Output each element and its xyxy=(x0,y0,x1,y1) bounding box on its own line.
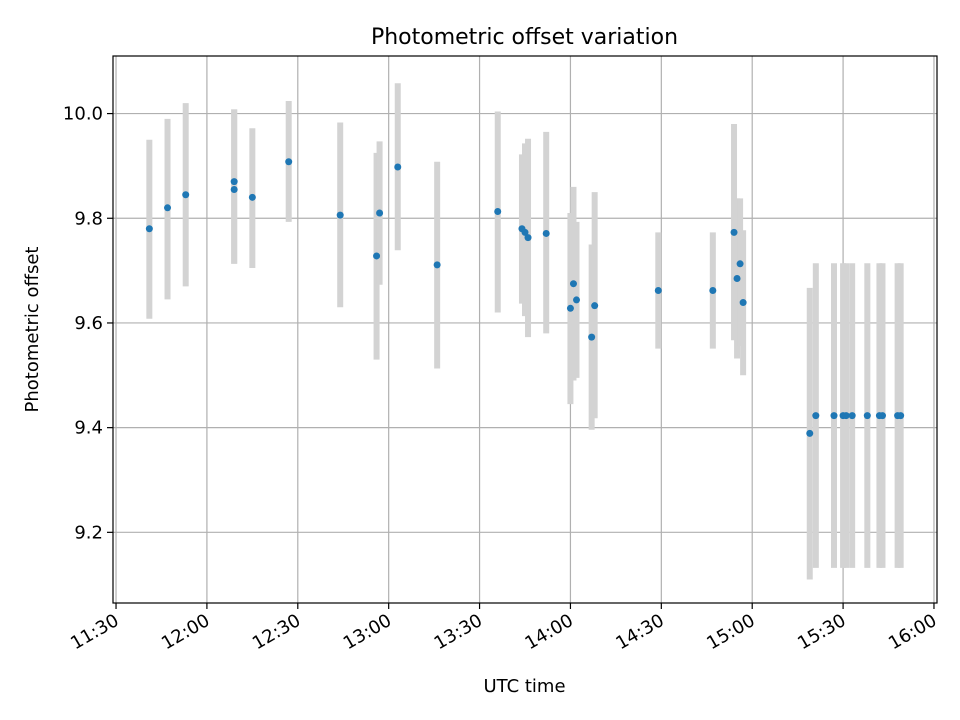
data-point xyxy=(842,412,850,420)
y-tick-label: 9.4 xyxy=(74,418,103,439)
x-axis-ticks: 11:30 12:00 12:30 13:00 13:30 14:00 14:30 15:00… xyxy=(67,603,940,654)
data-point xyxy=(394,163,402,171)
data-point xyxy=(376,209,384,217)
data-point xyxy=(588,333,596,341)
data-point xyxy=(373,252,381,260)
y-tick-label: 10.0 xyxy=(63,104,103,125)
data-point xyxy=(591,302,599,310)
data-point xyxy=(566,304,574,312)
data-point xyxy=(863,412,871,420)
x-tick-label: 14:30 xyxy=(612,610,667,654)
data-point xyxy=(654,287,662,295)
data-point xyxy=(433,261,441,269)
data-point xyxy=(848,412,856,420)
data-point xyxy=(285,158,293,166)
x-tick-label: 11:30 xyxy=(67,610,122,654)
y-axis-ticks: 9.2 9.4 9.6 9.8 10.0 xyxy=(63,104,113,543)
chart-title: Photometric offset variation xyxy=(371,25,678,50)
x-tick-label: 13:00 xyxy=(340,610,395,654)
data-point xyxy=(230,185,238,193)
data-point xyxy=(739,299,747,307)
data-points xyxy=(145,158,905,437)
data-point xyxy=(182,191,190,199)
data-point xyxy=(145,225,153,233)
data-point xyxy=(542,229,550,237)
data-point xyxy=(524,234,532,242)
data-point xyxy=(521,228,529,236)
x-axis-title: UTC time xyxy=(483,676,565,697)
data-point xyxy=(897,412,905,420)
data-point xyxy=(878,412,886,420)
y-tick-label: 9.2 xyxy=(74,522,103,543)
x-tick-label: 15:30 xyxy=(794,610,849,654)
x-tick-label: 12:30 xyxy=(249,610,304,654)
y-axis-title: Photometric offset xyxy=(22,247,43,413)
x-tick-label: 12:00 xyxy=(158,610,213,654)
data-point xyxy=(230,178,238,186)
data-point xyxy=(494,207,502,215)
data-point xyxy=(336,211,344,219)
error-bars xyxy=(146,83,904,580)
x-tick-label: 15:00 xyxy=(703,610,758,654)
data-point xyxy=(806,429,814,437)
plot-frame xyxy=(112,55,938,604)
data-point xyxy=(830,412,838,420)
data-point xyxy=(730,228,738,236)
data-point xyxy=(164,204,172,212)
data-point xyxy=(709,287,717,295)
x-tick-label: 14:00 xyxy=(522,610,577,654)
data-point xyxy=(733,274,741,282)
y-tick-label: 9.8 xyxy=(74,208,103,229)
data-point xyxy=(812,412,820,420)
x-tick-label: 13:30 xyxy=(431,610,486,654)
x-tick-label: 16:00 xyxy=(885,610,940,654)
data-point xyxy=(248,193,256,201)
y-tick-label: 9.6 xyxy=(74,313,103,334)
data-point xyxy=(569,280,577,288)
data-point xyxy=(573,296,580,304)
data-point xyxy=(736,260,744,268)
